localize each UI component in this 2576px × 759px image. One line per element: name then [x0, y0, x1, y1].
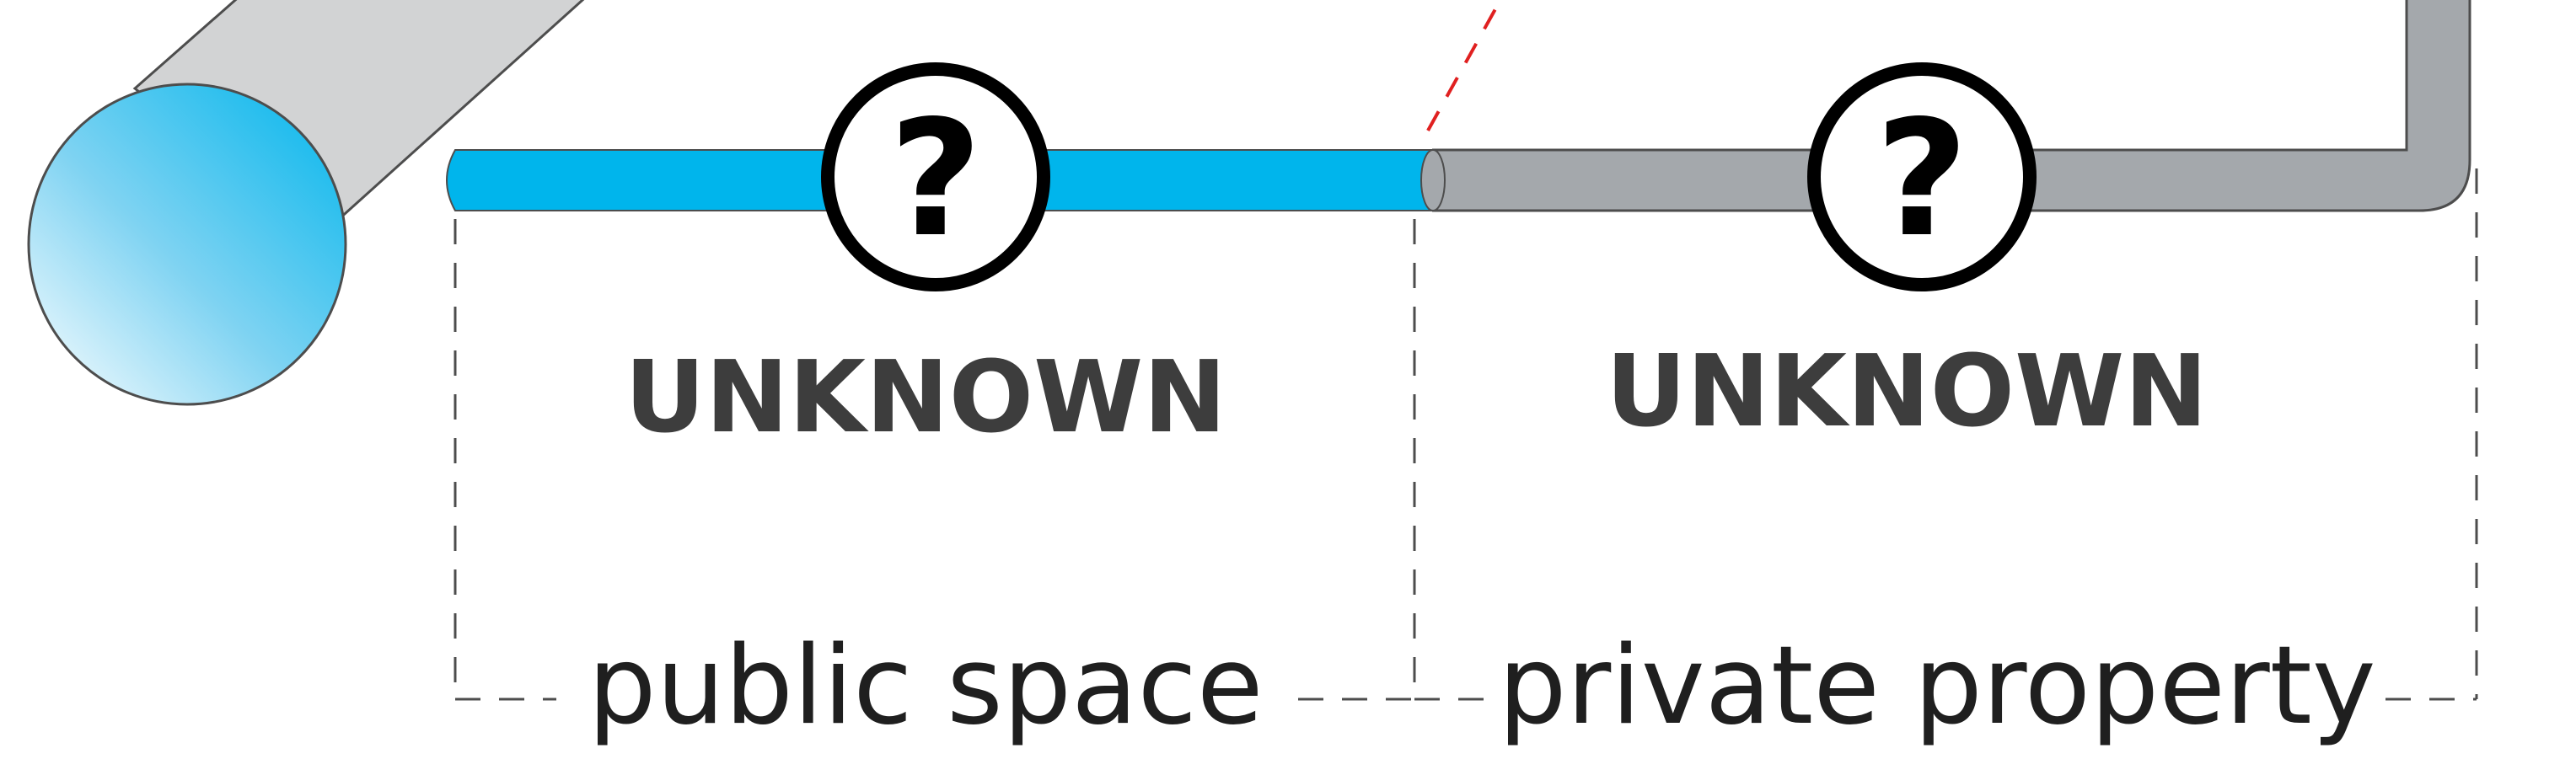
water-main-end-cap — [27, 83, 347, 406]
private-question-mark: ? — [1876, 86, 1968, 272]
private-status-marker: ? — [1807, 62, 2037, 291]
question-mark-circle-icon — [1807, 62, 2037, 291]
public-status-label: UNKNOWN — [625, 339, 1226, 455]
private-status-label: UNKNOWN — [1606, 333, 2208, 449]
private-zone-label: private property — [1498, 623, 2375, 749]
public-status-marker: ? — [821, 62, 1050, 291]
water-main — [27, 0, 585, 406]
public-zone-label: public space — [588, 623, 1263, 749]
property-boundary-marker — [1426, 0, 1502, 131]
private-service-line — [1420, 0, 2471, 212]
question-mark-circle-icon — [821, 62, 1050, 291]
pipe-joint — [1420, 149, 1446, 211]
region-brackets — [453, 168, 2478, 701]
public-question-mark: ? — [889, 86, 982, 272]
